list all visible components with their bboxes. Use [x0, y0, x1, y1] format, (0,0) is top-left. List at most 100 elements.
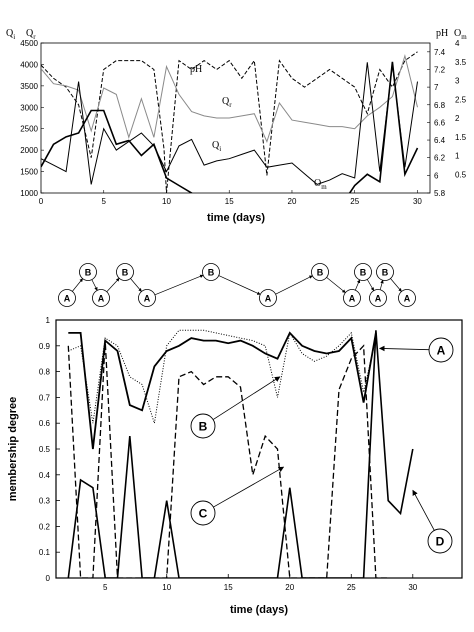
bottom-y-tick-label: 0.7 [39, 393, 51, 402]
top-left-tick-label: 1500 [20, 168, 38, 177]
bottom-chart: 5 10 15 20 25 30 0 0.1 0.2 0.3 0.4 0.5 0.6 0.7 0.8 0.9 1… [7, 316, 463, 616]
bottom-y-axis-title: membership degree [7, 397, 19, 502]
callout-label: C [199, 507, 208, 521]
state-node-label: B [85, 268, 92, 278]
bottom-y-tick-label: 0.4 [39, 471, 51, 480]
callout-label: D [436, 535, 445, 549]
state-diagram: B B B B B B A A A A A A A [58, 263, 416, 307]
state-node-b [79, 263, 97, 281]
top-ph-tick-label: 6.8 [434, 101, 446, 110]
top-series-3 [41, 61, 419, 193]
state-node-a [369, 289, 387, 307]
top-om-tick-label: 2.5 [455, 95, 467, 104]
bottom-x-tick-label: 25 [347, 583, 356, 592]
top-chart: 0 5 10 15 20 25 30 1000 1500 2000 2500 3000 3500 4000… [6, 28, 467, 224]
top-om-tick-label: 1 [455, 152, 460, 161]
top-left-tick-label: 3500 [20, 82, 38, 91]
state-node-label: B [208, 268, 215, 278]
state-node-a [92, 289, 110, 307]
series-a [68, 331, 377, 450]
top-ph-tick-label: 7.4 [434, 48, 446, 57]
top-om-tick-label: 2 [455, 114, 460, 123]
transition-arrow [366, 279, 375, 292]
top-left-tick-label: 2500 [20, 125, 38, 134]
top-om-tick-label: 4 [455, 39, 460, 48]
state-node-a [259, 289, 277, 307]
state-node-a [398, 289, 416, 307]
bottom-y-tick-label: 0.8 [39, 368, 51, 377]
bottom-x-tick-label: 15 [224, 583, 233, 592]
state-node-label: B [122, 268, 129, 278]
callout-circle [190, 413, 216, 439]
bottom-y-tick-label: 0.2 [39, 522, 51, 531]
top-x-tick-label: 20 [288, 197, 297, 206]
callout-circle [427, 528, 453, 554]
bottom-x-tick-label: 20 [285, 583, 294, 592]
callout-arrow [379, 345, 430, 352]
series-label-qi: Qi [212, 140, 221, 153]
bottom-x-tick-label: 5 [103, 583, 108, 592]
top-x-tick-label: 5 [102, 197, 107, 206]
state-node-label: A [404, 294, 411, 304]
callout-label: A [437, 344, 446, 358]
transition-arrow [275, 275, 313, 295]
transition-arrow [218, 275, 261, 295]
callout-circle [428, 337, 454, 363]
top-x-axis-title: time (days) [207, 212, 265, 224]
series-label-ph: pH [190, 64, 202, 75]
state-node-b [354, 263, 372, 281]
top-series-2 [41, 62, 418, 185]
callout-arrow [212, 376, 281, 420]
callout-label: B [199, 420, 208, 434]
top-left-tick-label: 1000 [20, 189, 38, 198]
bottom-y-tick-label: 0.5 [39, 445, 51, 454]
transition-arrow [72, 278, 83, 292]
state-node-b [116, 263, 134, 281]
top-x-tick-label: 25 [350, 197, 359, 206]
state-node-b [376, 263, 394, 281]
callout-circle [190, 500, 216, 526]
right-axis-label-ph: pH [436, 28, 448, 39]
top-ph-tick-label: 6.4 [434, 136, 446, 145]
state-node-a [343, 289, 361, 307]
top-x-tick-label: 0 [39, 197, 44, 206]
transition-arrow [130, 278, 142, 292]
transition-arrow [390, 278, 402, 292]
transition-arrow [91, 279, 98, 291]
bottom-y-tick-label: 0.9 [39, 342, 51, 351]
top-ph-tick-label: 7 [434, 83, 439, 92]
state-node-b [311, 263, 329, 281]
bottom-y-tick-label: 1 [46, 316, 51, 325]
transition-arrow [326, 277, 346, 293]
top-ph-tick-label: 6 [434, 171, 439, 180]
callout-arrow [213, 466, 285, 508]
right-axis-label-om: Om [454, 28, 467, 41]
state-node-label: B [317, 268, 324, 278]
bottom-y-tick-label: 0.3 [39, 497, 51, 506]
transition-arrow [379, 279, 384, 290]
top-left-tick-label: 4500 [20, 39, 38, 48]
top-ph-tick-label: 5.8 [434, 189, 446, 198]
top-om-tick-label: 1.5 [455, 133, 467, 142]
top-series-0 [41, 51, 418, 193]
state-node-b [202, 263, 220, 281]
bottom-y-tick-label: 0.1 [39, 548, 51, 557]
left-axis-label-qi: Qi [6, 28, 15, 41]
state-node-label: B [382, 268, 389, 278]
state-node-label: A [375, 294, 382, 304]
bottom-x-tick-label: 30 [408, 583, 417, 592]
series-label-om: Om [314, 178, 327, 191]
bottom-y-tick-label: 0 [46, 574, 51, 583]
state-node-label: B [360, 268, 367, 278]
state-node-label: A [64, 294, 71, 304]
transition-arrow [106, 277, 120, 292]
state-node-label: A [144, 294, 151, 304]
state-node-label: A [265, 294, 272, 304]
bottom-x-tick-label: 10 [162, 583, 171, 592]
bottom-x-axis-title: time (days) [230, 604, 288, 616]
state-node-label: A [98, 294, 105, 304]
top-om-tick-label: 3 [455, 77, 460, 86]
series-d [67, 330, 414, 578]
top-om-tick-label: 0.5 [455, 170, 467, 179]
